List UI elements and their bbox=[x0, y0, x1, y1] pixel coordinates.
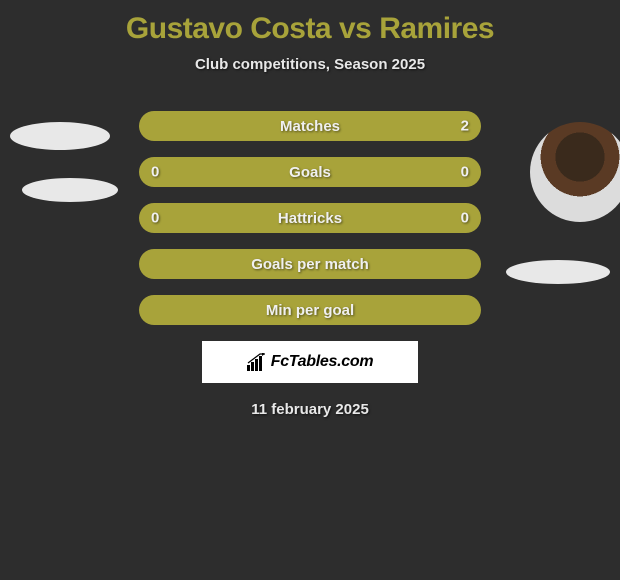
stat-row-goals: 0 Goals 0 bbox=[139, 157, 481, 187]
stat-label: Min per goal bbox=[266, 302, 354, 319]
stat-row-hattricks: 0 Hattricks 0 bbox=[139, 203, 481, 233]
stat-label: Goals bbox=[289, 164, 331, 181]
player1-avatar-placeholder-1 bbox=[10, 122, 110, 150]
stat-label: Matches bbox=[280, 118, 340, 135]
stat-right-value: 2 bbox=[461, 118, 469, 135]
stat-left-value: 0 bbox=[151, 210, 159, 227]
logo-box[interactable]: FcTables.com bbox=[202, 341, 418, 383]
player1-avatar-placeholder-2 bbox=[22, 178, 118, 202]
fctables-logo-icon bbox=[247, 353, 267, 371]
stat-row-matches: Matches 2 bbox=[139, 111, 481, 141]
stat-row-min-per-goal: Min per goal bbox=[139, 295, 481, 325]
stat-left-value: 0 bbox=[151, 164, 159, 181]
stat-row-goals-per-match: Goals per match bbox=[139, 249, 481, 279]
footer-date: 11 february 2025 bbox=[0, 401, 620, 418]
player1-name: Gustavo Costa bbox=[126, 12, 331, 45]
stat-right-value: 0 bbox=[461, 210, 469, 227]
logo-text: FcTables.com bbox=[271, 353, 374, 371]
player2-avatar-placeholder bbox=[506, 260, 610, 284]
subtitle: Club competitions, Season 2025 bbox=[0, 56, 620, 73]
stat-right-value: 0 bbox=[461, 164, 469, 181]
vs-text: vs bbox=[339, 12, 371, 45]
page-title: Gustavo Costa vs Ramires bbox=[0, 0, 620, 46]
stat-label: Hattricks bbox=[278, 210, 342, 227]
stat-label: Goals per match bbox=[251, 256, 369, 273]
player2-avatar bbox=[530, 122, 620, 222]
player2-name: Ramires bbox=[379, 12, 494, 45]
